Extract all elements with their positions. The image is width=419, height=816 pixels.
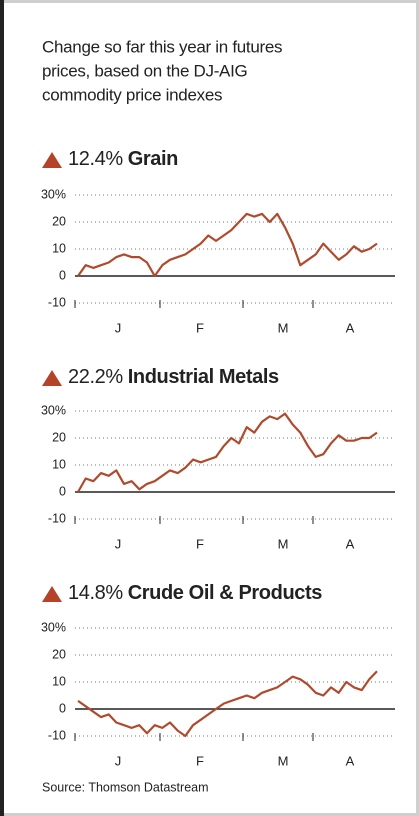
up-triangle (42, 370, 62, 386)
y-tick-label: 30% (41, 620, 66, 634)
y-tick-label: 30% (41, 187, 66, 201)
line-series (77, 412, 378, 493)
x-tick-label: M (278, 536, 289, 551)
x-tick-label: J (115, 320, 122, 335)
series-name: Grain (128, 148, 178, 170)
x-tick-label: M (278, 753, 289, 768)
y-tick-label: 30% (41, 403, 66, 417)
x-tick-label: F (196, 536, 204, 551)
header-line: prices, based on the DJ-AIG (42, 61, 247, 80)
y-tick-label: 0 (59, 484, 66, 498)
frame-edge (0, 0, 4, 816)
x-tick-label: A (346, 536, 355, 551)
x-tick-label: F (196, 320, 204, 335)
change-value: 12.4% (68, 148, 123, 170)
y-tick-label: 20 (52, 214, 66, 228)
y-tick-label: 0 (59, 268, 66, 282)
chart-title: 14.8% Crude Oil & Products (68, 582, 322, 604)
source: Source: Thomson Datastream (42, 780, 209, 794)
header-line: Change so far this year in futures (42, 37, 282, 56)
y-tick-label: 10 (52, 457, 66, 471)
header-line: commodity price indexes (42, 85, 222, 104)
line-series (77, 212, 378, 278)
y-tick-label: -10 (48, 511, 66, 525)
y-tick-label: 20 (52, 647, 66, 661)
x-tick-label: A (346, 753, 355, 768)
up-triangle (42, 586, 62, 602)
y-tick-label: -10 (48, 295, 66, 309)
y-tick-label: 0 (59, 701, 66, 715)
y-tick-label: 20 (52, 430, 66, 444)
series-name: Crude Oil & Products (128, 582, 323, 604)
y-tick-label: 10 (52, 674, 66, 688)
x-tick-label: M (278, 320, 289, 335)
series-name: Industrial Metals (128, 366, 279, 388)
y-tick-label: 10 (52, 241, 66, 255)
line-series (77, 670, 378, 738)
x-tick-label: F (196, 753, 204, 768)
x-tick-label: A (346, 320, 355, 335)
chart-title: 22.2% Industrial Metals (68, 366, 279, 388)
y-tick-label: -10 (48, 728, 66, 742)
up-triangle (42, 152, 62, 168)
change-value: 14.8% (68, 582, 123, 604)
x-tick-label: J (115, 536, 122, 551)
change-value: 22.2% (68, 366, 123, 388)
x-tick-label: J (115, 753, 122, 768)
chart-title: 12.4% Grain (68, 148, 178, 170)
